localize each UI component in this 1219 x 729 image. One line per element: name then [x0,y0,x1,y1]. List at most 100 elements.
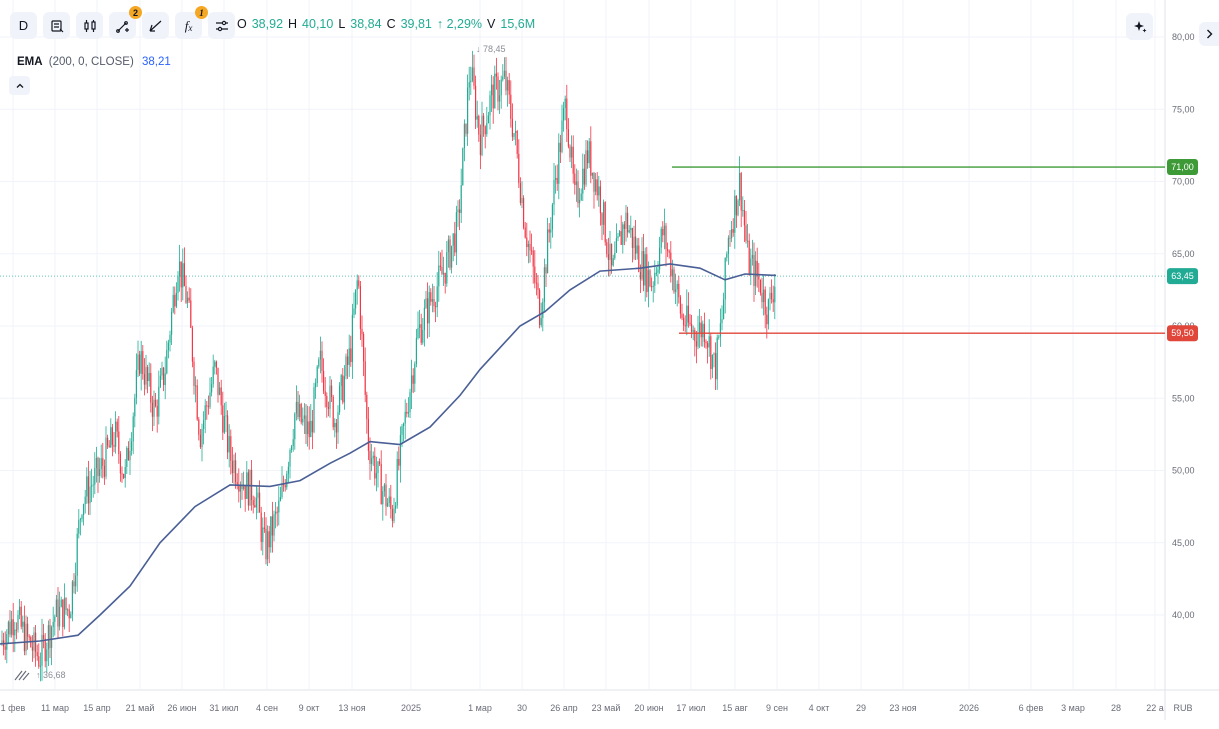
candle-body [422,329,424,343]
candle-body [532,250,534,267]
candle-body [555,177,557,180]
time-tick-label: 15 авг [722,703,748,713]
price-tick-label: 40,00 [1172,610,1195,620]
candle-body [433,299,435,307]
drawings-count-badge: 2 [129,6,142,19]
candle-body [577,181,579,204]
candle-body [441,266,443,275]
interval-button[interactable]: D [10,12,37,39]
settings-button[interactable] [208,12,235,39]
candle-body [407,412,409,414]
candle-body [116,421,118,432]
candle-body [446,252,448,284]
candle-body [63,598,65,627]
candle-body [183,263,185,287]
time-tick-label: 23 ноя [889,703,916,713]
candle-body [276,511,278,513]
candle-body [145,367,147,385]
candle-body [54,616,56,622]
candle-body [267,531,269,560]
time-tick-label: 23 май [592,703,621,713]
candle-body [147,367,149,381]
candle-body [683,317,685,326]
candle-body [62,599,64,627]
candle-body [566,98,568,130]
candle-body [323,370,325,392]
candle-body [590,141,592,176]
candle-body [705,341,707,344]
candle-body [455,212,457,253]
candle-body [326,395,328,408]
candle-body [598,186,600,196]
candle-body [132,416,134,442]
chart-type-button[interactable] [43,12,70,39]
candle-body [303,415,305,419]
candle-body [393,508,395,521]
candle-body [399,434,401,466]
candle-body [105,437,107,477]
candle-body [118,431,120,454]
last-price-tag: 63,45 [1171,271,1194,281]
candle-body [558,142,560,184]
candle-body [59,606,61,627]
candle-body [308,421,310,438]
candle-body [225,415,227,417]
candle-body [748,240,750,275]
volume-label: V [487,17,496,31]
candle-body [83,504,85,516]
candle-body [294,413,296,440]
time-tick-label: 9 окт [299,703,320,713]
candle-body [639,272,641,280]
candle-body [233,460,235,474]
time-axis[interactable]: 1 фев 11 мар 15 апр 21 май 26 июн 31 июл 4 сен… [1,703,1193,713]
ema-line [0,263,777,645]
indicators-icon-x: x [188,23,193,33]
ema-legend[interactable]: EMA (200, 0, CLOSE) 38,21 [17,56,171,68]
candle-body [380,464,382,505]
candle-body [95,457,97,469]
candle-body [599,186,601,214]
candle-body [257,492,259,498]
candles-button[interactable] [76,12,103,39]
ema-name: EMA [17,56,43,68]
candle-body [678,283,680,298]
candle-body [215,361,217,368]
candle-body [607,254,609,260]
price-axis[interactable]: 80,0075,0070,0065,0060,0055,0050,0045,00… [1167,32,1198,620]
candle-body [551,204,553,230]
candle-body [38,656,40,667]
candle-body [6,634,8,650]
candle-body [759,279,761,293]
candle-body [31,646,33,651]
price-tick-label: 65,00 [1172,249,1195,259]
ruler-button[interactable] [142,12,169,39]
candle-body [582,168,584,194]
candle-body [569,146,571,158]
candle-body [545,267,547,274]
candle-body [619,231,621,237]
candle-body [556,177,558,184]
collapse-legend-button[interactable] [9,76,30,95]
candle-body [740,173,742,211]
candle-body [4,646,6,650]
candle-body [654,272,656,286]
candle-body [542,301,544,318]
ai-assistant-button[interactable] [1126,13,1153,40]
candle-body [187,297,189,303]
expand-panel-button[interactable] [1199,22,1219,46]
drawings-button[interactable]: 2 [109,6,142,39]
candle-body [655,272,657,274]
candle-body [403,423,405,426]
candle-body [481,115,483,156]
candle-body [252,499,254,506]
candle-body [135,369,137,398]
ema-params: (200, 0, CLOSE) [48,56,134,68]
candle-body [758,276,760,280]
candle-body [249,469,251,506]
candle-body [729,237,731,239]
candle-body [292,439,294,447]
candle-body [547,229,549,274]
candle-body [574,173,576,185]
